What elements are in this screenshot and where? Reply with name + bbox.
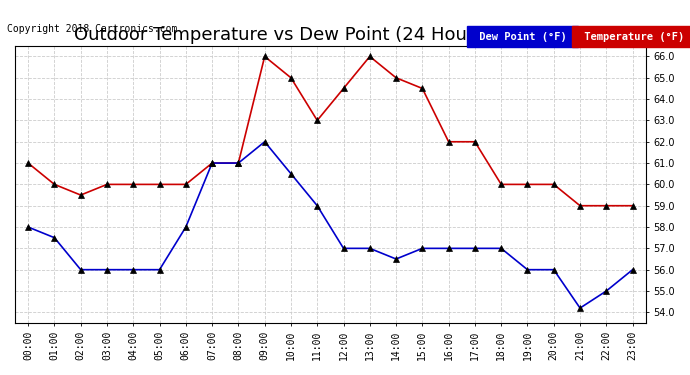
Text: Dew Point (°F): Dew Point (°F) [473,32,573,42]
Text: Copyright 2018 Cartronics.com: Copyright 2018 Cartronics.com [7,24,177,34]
Title: Outdoor Temperature vs Dew Point (24 Hours) 20180621: Outdoor Temperature vs Dew Point (24 Hou… [74,26,587,44]
Text: Temperature (°F): Temperature (°F) [578,32,690,42]
